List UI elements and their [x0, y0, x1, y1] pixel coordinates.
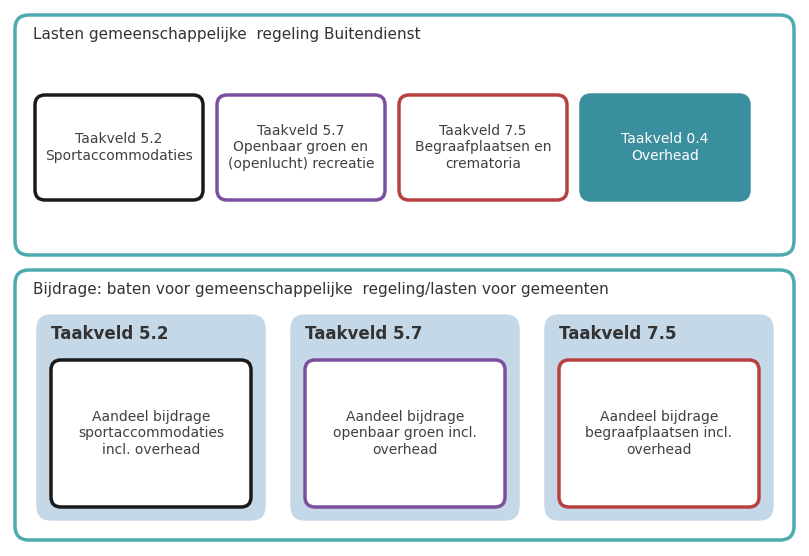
FancyBboxPatch shape: [291, 315, 519, 520]
FancyBboxPatch shape: [545, 315, 773, 520]
FancyBboxPatch shape: [15, 15, 794, 255]
FancyBboxPatch shape: [35, 95, 203, 200]
Text: Taakveld 5.2
Sportaccommodaties: Taakveld 5.2 Sportaccommodaties: [45, 132, 193, 162]
Text: Bijdrage: baten voor gemeenschappelijke  regeling/lasten voor gemeenten: Bijdrage: baten voor gemeenschappelijke …: [33, 282, 608, 297]
FancyBboxPatch shape: [305, 360, 505, 507]
Text: Aandeel bijdrage
sportaccommodaties
incl. overhead: Aandeel bijdrage sportaccommodaties incl…: [78, 410, 224, 456]
Text: Taakveld 5.2: Taakveld 5.2: [51, 325, 168, 343]
Text: Aandeel bijdrage
begraafplaatsen incl.
overhead: Aandeel bijdrage begraafplaatsen incl. o…: [586, 410, 732, 456]
Text: Taakveld 0.4
Overhead: Taakveld 0.4 Overhead: [621, 132, 709, 162]
Text: Taakveld 7.5
Begraafplaatsen en
crematoria: Taakveld 7.5 Begraafplaatsen en cremator…: [415, 125, 551, 171]
FancyBboxPatch shape: [217, 95, 385, 200]
FancyBboxPatch shape: [581, 95, 749, 200]
FancyBboxPatch shape: [51, 360, 251, 507]
Text: Taakveld 5.7: Taakveld 5.7: [305, 325, 422, 343]
Text: Aandeel bijdrage
openbaar groen incl.
overhead: Aandeel bijdrage openbaar groen incl. ov…: [333, 410, 477, 456]
Text: Lasten gemeenschappelijke  regeling Buitendienst: Lasten gemeenschappelijke regeling Buite…: [33, 27, 421, 42]
FancyBboxPatch shape: [15, 270, 794, 540]
Text: Taakveld 7.5: Taakveld 7.5: [559, 325, 676, 343]
FancyBboxPatch shape: [37, 315, 265, 520]
FancyBboxPatch shape: [399, 95, 567, 200]
Text: Taakveld 5.7
Openbaar groen en
(openlucht) recreatie: Taakveld 5.7 Openbaar groen en (openluch…: [228, 125, 375, 171]
FancyBboxPatch shape: [559, 360, 759, 507]
